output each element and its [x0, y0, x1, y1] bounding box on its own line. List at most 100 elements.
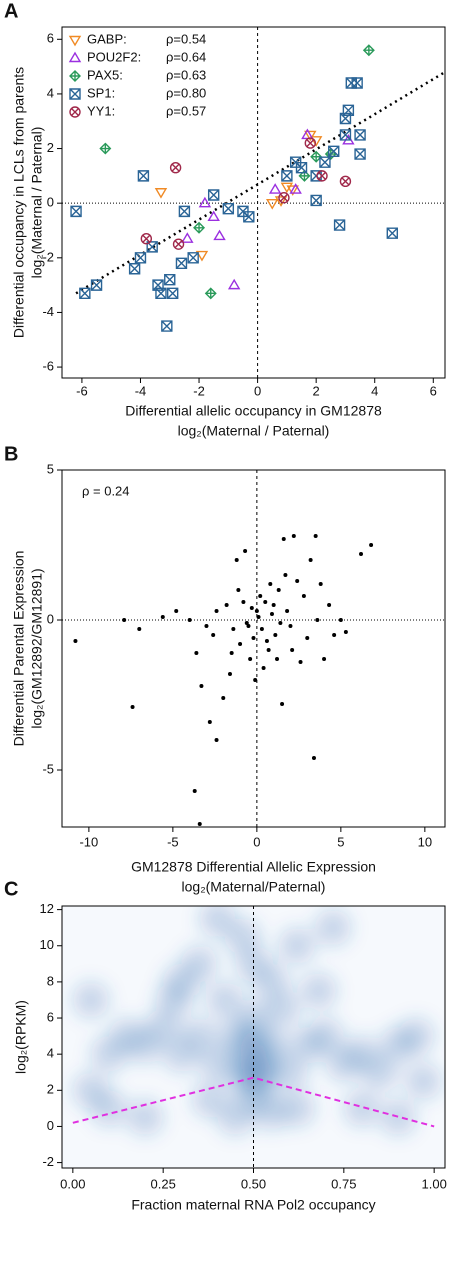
point [207, 210, 220, 222]
point [181, 232, 194, 243]
legend-marker [69, 88, 81, 100]
point [166, 287, 179, 300]
density-blob [163, 1036, 200, 1073]
point [315, 618, 320, 622]
point [253, 678, 258, 683]
point [178, 205, 191, 218]
density-blob [314, 909, 351, 946]
point [172, 238, 185, 250]
curve [72, 1076, 435, 1128]
point [254, 609, 259, 613]
point [285, 609, 290, 613]
point [343, 630, 348, 634]
density-blob [307, 1018, 344, 1055]
point [322, 657, 327, 661]
y-axis-label: log₂(Maternal / Paternal) [29, 127, 45, 279]
y-axis-label: Differential occupancy in LCLs from pare… [11, 67, 27, 338]
x-axis-label: Differential allelic occupancy in GM1287… [125, 403, 382, 419]
point [204, 624, 209, 628]
point [280, 702, 285, 706]
point [259, 627, 264, 631]
y-axis-label: log₂(GM12892/GM12891) [29, 568, 45, 728]
density-blob [199, 906, 236, 937]
density-blob [72, 1072, 109, 1109]
point [342, 104, 355, 117]
point [327, 603, 332, 607]
point [155, 287, 167, 300]
point [281, 170, 293, 182]
x-tick-label: 0 [253, 834, 260, 849]
point [192, 789, 197, 793]
point [298, 660, 303, 664]
y-tick-label: -2 [42, 249, 54, 264]
point [275, 657, 280, 661]
point [354, 148, 366, 160]
point [140, 233, 153, 245]
point [231, 627, 236, 631]
point [243, 211, 255, 223]
point [295, 161, 308, 174]
point [362, 44, 375, 57]
point [289, 183, 302, 194]
point [195, 250, 209, 262]
legend-marker [69, 106, 81, 118]
point [134, 252, 147, 264]
density-blob [361, 1054, 398, 1091]
point [305, 636, 310, 640]
plot-frame [61, 26, 446, 379]
point [281, 537, 286, 541]
point [316, 170, 328, 182]
y-tick-label: 6 [47, 1009, 54, 1024]
point [251, 636, 256, 640]
density-blob [192, 1081, 229, 1118]
point [278, 192, 290, 204]
point [161, 320, 173, 332]
x-tick-label: 2 [313, 383, 320, 398]
plot-frame [61, 905, 446, 1169]
point [241, 600, 246, 604]
x-axis-label: log₂(Maternal/Paternal) [182, 879, 326, 895]
point [234, 558, 239, 562]
point [160, 615, 165, 619]
y-tick-label: 4 [47, 1046, 54, 1061]
y-tick-label: -5 [42, 761, 54, 776]
density-blob [405, 1063, 442, 1100]
point [224, 603, 229, 607]
y-tick-label: 5 [47, 461, 54, 476]
point [249, 606, 254, 610]
x-axis-label: Fraction maternal RNA Pol2 occupancy [131, 1197, 375, 1213]
y-tick-label: 6 [47, 31, 54, 46]
x-tick-label: -4 [135, 383, 147, 398]
point [263, 600, 268, 604]
legend-label: YY1: [87, 103, 115, 118]
x-tick-label: 6 [430, 383, 437, 398]
point [266, 198, 279, 210]
point [164, 273, 176, 286]
panel-label: B [4, 443, 18, 465]
point [256, 615, 261, 619]
density-blob [253, 963, 290, 1000]
x-axis-label: log₂(Maternal / Paternal) [178, 423, 330, 439]
point [99, 142, 112, 155]
point [128, 263, 141, 275]
point [268, 582, 273, 586]
legend-marker [68, 35, 82, 47]
point [154, 188, 168, 199]
point [90, 279, 103, 291]
density-blob [90, 1036, 127, 1073]
point [333, 219, 346, 231]
panel-label: A [4, 0, 18, 22]
density-blob [217, 1099, 254, 1136]
point [214, 738, 219, 742]
point [308, 558, 313, 562]
point [291, 534, 296, 538]
y-tick-label: -6 [42, 359, 54, 374]
density-blob [156, 981, 193, 1018]
point [130, 705, 135, 709]
point [304, 137, 317, 149]
point [243, 549, 248, 553]
point [266, 648, 271, 652]
density-blob [206, 981, 243, 1018]
density-blob [343, 1090, 380, 1127]
